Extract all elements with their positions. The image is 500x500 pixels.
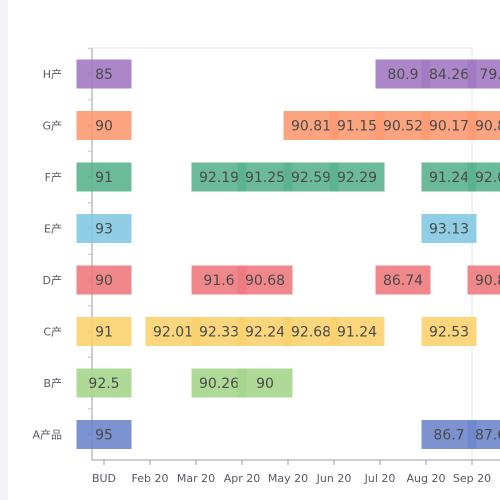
cell-label: 92.01 [153,325,193,341]
y-tick-label: H产 [43,67,62,81]
cell-label: 92.5 [88,376,119,392]
heatmap-cell [467,265,500,295]
heatmap-cell [237,368,293,398]
cell-label: 90 [95,273,113,289]
cell-label: 92.59 [291,170,331,186]
heatmap-cell [421,162,477,192]
heatmap-cell [283,162,339,192]
y-tick-label: F产 [45,170,62,184]
cell-label: 90.52 [383,119,423,135]
heatmap-cell [421,59,477,89]
cell-label: 92.19 [199,170,239,186]
heatmap-cell [467,162,500,192]
heatmap-cell [237,265,293,295]
cell-label: 90.87 [475,273,500,289]
heatmap-cell [76,317,132,346]
heatmap-cell [329,162,385,192]
cell-label: 93 [95,222,113,238]
cell-label: 90.26 [199,376,239,392]
cell-label: 92.68 [291,325,331,341]
heatmap-cell [191,265,247,295]
cell-label: 84.26 [429,67,469,83]
cell-label: 91.25 [245,170,285,186]
heatmap-cell [76,162,132,192]
cell-label: 90.81 [291,119,331,135]
cell-label: 92.53 [429,325,469,341]
cell-label: 92.33 [199,325,239,341]
heatmap-cell [421,111,477,140]
left-edge-strip [0,0,8,500]
heatmap-cell [76,420,132,449]
y-tick-label: B产 [43,376,62,390]
heatmap-cell [467,111,500,140]
cell-label: 85 [95,67,113,83]
cell-label: 91.15 [337,119,377,135]
x-tick-label: Sep 20 [453,472,491,485]
heatmap-cell [191,317,247,346]
y-tick-label: G产 [42,119,62,133]
heatmap-cell [283,317,339,346]
heatmap-cell [145,317,201,346]
cell-label: 90.17 [429,119,469,135]
x-tick-label: May 20 [268,472,308,485]
cell-label: 90.68 [245,273,285,289]
heatmap-cell [237,317,293,346]
cell-label: 92.08 [475,170,500,186]
heatmap-cell [467,59,500,89]
heatmap-cell [467,420,500,449]
cell-label: 92.24 [245,325,285,341]
heatmap-cell [421,317,477,346]
heatmap-cell [421,420,477,449]
heatmap-cell [375,265,431,295]
heatmap-cell [283,111,339,140]
cell-label: 91 [95,325,113,341]
heatmap-cell [191,368,247,398]
y-tick-label: C产 [43,325,62,339]
cell-label: 86.7 [433,428,464,444]
x-tick-label: Aug 20 [407,472,446,485]
heatmap-cell [76,214,132,243]
y-tick-label: E产 [44,222,62,236]
cell-label: 91.24 [429,170,469,186]
cell-label: 80.9 [387,67,418,83]
heatmap-cell [375,59,431,89]
cell-label: 91 [95,170,113,186]
cell-label: 87.69 [475,428,500,444]
x-tick-label: Jun 20 [316,472,352,485]
heatmap-cell [329,111,385,140]
heatmap-cell [237,162,293,192]
cell-label: 90 [95,119,113,135]
heatmap-cell [191,162,247,192]
heatmap-cell [76,368,132,398]
x-tick-label: Jul 20 [364,472,396,485]
cell-label: 90 [256,376,274,392]
cell-label: 79.7 [479,67,500,83]
heatmap-cell [421,214,477,243]
x-tick-label: Apr 20 [224,472,261,485]
cell-label: 90.83 [475,119,500,135]
heatmap-cell [375,111,431,140]
x-tick-label: Feb 20 [132,472,169,485]
cell-label: 92.29 [337,170,377,186]
cell-label: 86.74 [383,273,423,289]
heatmap-cell [329,317,385,346]
cell-label: 91.24 [337,325,377,341]
cell-label: 91.6 [203,273,234,289]
cell-label: 95 [95,428,113,444]
heatmap-cell [76,111,132,140]
x-tick-label: Mar 20 [177,472,215,485]
heatmap-cell [76,265,132,295]
cell-label: 93.13 [429,222,469,238]
heatmap-cell [76,59,132,89]
y-tick-label: A产品 [32,428,62,442]
y-tick-label: D产 [43,273,62,287]
x-tick-label: BUD [92,472,116,485]
